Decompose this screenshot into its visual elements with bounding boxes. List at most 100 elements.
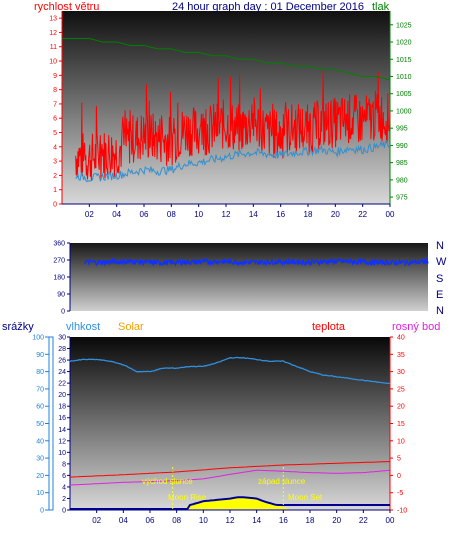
wind-x-tick-label: 12	[222, 210, 231, 219]
rain-tick-label: 40	[36, 438, 44, 445]
humidity-label: vlhkost	[66, 321, 100, 333]
sunset-annotation: západ slunce	[258, 477, 306, 486]
environment-chart: 0102030405060708090100024681012141618202…	[32, 335, 407, 526]
winddir-y-tick-label: 90	[57, 292, 65, 299]
wind-y-tick-label: 8	[53, 87, 57, 94]
humidity-tick-label: 14	[58, 427, 66, 434]
pressure-y-tick-label: 975	[396, 195, 408, 202]
env-x-tick-label: 12	[226, 516, 235, 525]
rain-tick-label: 50	[36, 421, 44, 428]
dewpoint-line	[69, 469, 391, 486]
humidity-tick-label: 26	[58, 358, 66, 365]
env-plot-area	[70, 337, 390, 510]
wind-y-tick-label: 11	[50, 44, 57, 51]
rain-tick-label: 60	[36, 404, 44, 411]
rain-label: srážky	[2, 321, 34, 333]
winddir-y-tick-label: 180	[53, 275, 65, 282]
pressure-line	[62, 38, 391, 81]
env-x-tick-label: 10	[199, 516, 208, 525]
temp-tick-label: -10	[397, 508, 407, 515]
rain-tick-label: 30	[36, 456, 44, 463]
wind-y-tick-label: 10	[49, 59, 57, 66]
wind-x-tick-label: 20	[331, 210, 340, 219]
moonrise-annotation: Moon Rise	[168, 493, 207, 502]
pressure-y-tick-label: 1025	[396, 22, 412, 29]
wind-average-line	[75, 139, 391, 183]
wind-x-tick-label: 14	[249, 210, 258, 219]
env-x-tick-label: 06	[146, 516, 155, 525]
rain-tick-label: 0	[40, 508, 44, 515]
humidity-tick-label: 28	[58, 346, 66, 353]
direction-letter-e: E	[436, 289, 443, 301]
temp-tick-label: 25	[397, 386, 405, 393]
env-x-tick-label: 22	[359, 516, 368, 525]
wind-x-tick-label: 10	[194, 210, 203, 219]
pressure-y-tick-label: 1000	[396, 108, 412, 115]
wind-speed-line	[75, 70, 391, 181]
wind-y-tick-label: 3	[53, 159, 57, 166]
humidity-tick-label: 24	[58, 369, 66, 376]
direction-letter-n-top: N	[436, 240, 444, 252]
temp-tick-label: 5	[397, 456, 401, 463]
pressure-y-tick-label: 985	[396, 160, 408, 167]
temp-tick-label: 10	[397, 438, 405, 445]
solar-area	[183, 497, 290, 509]
solar-label: Solar	[118, 321, 144, 333]
temp-tick-label: 30	[397, 369, 405, 376]
wind-x-tick-label: 00	[386, 210, 395, 219]
wind-x-tick-label: 02	[85, 210, 94, 219]
humidity-tick-label: 10	[58, 450, 66, 457]
wind-x-tick-label: 18	[304, 210, 313, 219]
rain-gauge-bar	[48, 336, 54, 511]
direction-letter-w: W	[436, 256, 447, 268]
sunrise-annotation: východ slunce	[142, 477, 193, 486]
temp-tick-label: 40	[397, 335, 405, 342]
humidity-tick-label: 2	[62, 496, 66, 503]
rain-tick-label: 10	[36, 490, 44, 497]
pressure-y-tick-label: 1010	[396, 74, 412, 81]
wind-y-tick-label: 6	[53, 116, 57, 123]
humidity-tick-label: 12	[58, 438, 66, 445]
rain-tick-label: 70	[36, 386, 44, 393]
wind-x-tick-label: 06	[140, 210, 149, 219]
pressure-y-tick-label: 995	[396, 126, 408, 133]
rain-tick-label: 100	[32, 335, 44, 342]
wind-y-tick-label: 9	[53, 73, 57, 80]
winddir-y-tick-label: 270	[53, 258, 65, 265]
temp-tick-label: 0	[397, 473, 401, 480]
humidity-tick-label: 30	[58, 335, 66, 342]
pressure-y-tick-label: 980	[396, 177, 408, 184]
rain-tick-label: 80	[36, 369, 44, 376]
humidity-tick-label: 8	[62, 461, 66, 468]
temperature-line	[69, 461, 390, 478]
moonset-annotation: Moon Set	[288, 493, 323, 502]
humidity-tick-label: 0	[62, 508, 66, 515]
winddir-y-tick-label: 360	[53, 241, 65, 248]
temperature-label: teplota	[312, 321, 346, 333]
pressure-y-tick-label: 990	[396, 143, 408, 150]
humidity-tick-label: 16	[58, 415, 66, 422]
humidity-line	[69, 356, 390, 385]
wind-pressure-chart: 0123456789101112139759809859909951000100…	[49, 11, 412, 219]
wind-y-tick-label: 4	[53, 144, 57, 151]
temp-tick-label: 15	[397, 421, 405, 428]
wind-y-tick-label: 1	[53, 187, 57, 194]
wind-y-tick-label: 13	[49, 16, 57, 23]
env-x-tick-label: 00	[386, 516, 395, 525]
wind-direction-line	[84, 257, 429, 267]
wind-y-tick-label: 7	[53, 101, 57, 108]
pressure-label: tlak	[372, 1, 390, 13]
solar-line	[70, 496, 390, 510]
wind-y-tick-label: 2	[53, 173, 57, 180]
wind-x-tick-label: 04	[112, 210, 121, 219]
env-x-tick-label: 16	[279, 516, 288, 525]
temp-tick-label: -5	[397, 490, 403, 497]
pressure-y-tick-label: 1020	[396, 40, 412, 47]
rain-tick-label: 90	[36, 352, 44, 359]
wind-y-tick-label: 5	[53, 130, 57, 137]
env-x-tick-label: 04	[119, 516, 128, 525]
direction-letter-s: S	[436, 273, 443, 285]
humidity-tick-label: 20	[58, 392, 66, 399]
humidity-tick-label: 4	[62, 484, 66, 491]
direction-letter-n-bottom: N	[436, 305, 444, 317]
